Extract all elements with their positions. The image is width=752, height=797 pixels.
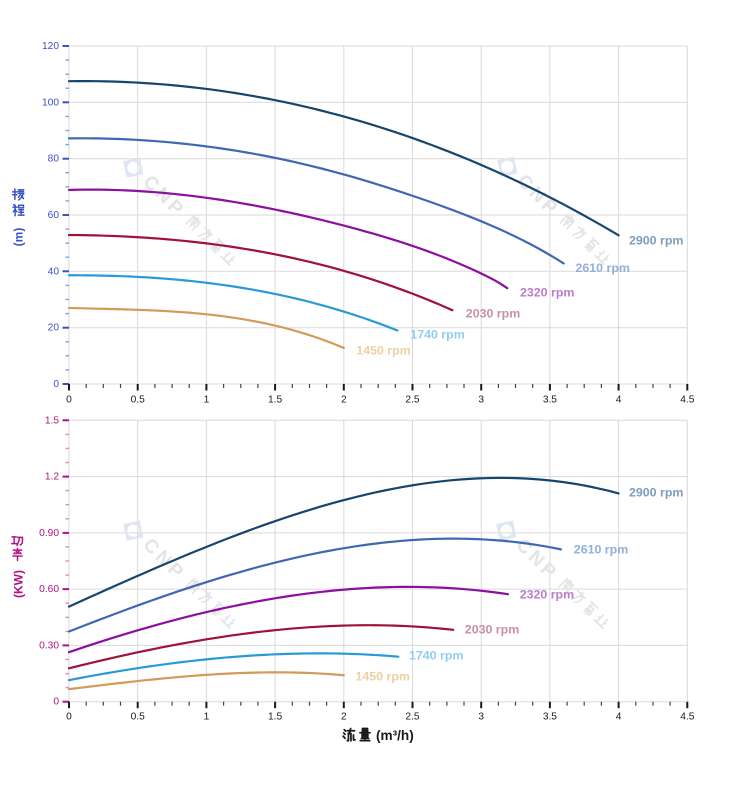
svg-text:1.5: 1.5: [45, 415, 59, 426]
svg-text:100: 100: [42, 97, 59, 108]
svg-text:120: 120: [42, 41, 59, 52]
svg-text:2.5: 2.5: [405, 712, 419, 723]
svg-text:1450 rpm: 1450 rpm: [356, 343, 410, 357]
svg-text:2: 2: [341, 395, 347, 406]
svg-text:0.30: 0.30: [39, 640, 59, 651]
svg-text:0.60: 0.60: [39, 584, 59, 595]
svg-text:2900 rpm: 2900 rpm: [629, 234, 683, 248]
svg-text:2900 rpm: 2900 rpm: [629, 485, 683, 499]
svg-text:4: 4: [616, 395, 622, 406]
svg-text:0: 0: [53, 379, 59, 390]
svg-text:1.2: 1.2: [45, 472, 59, 483]
svg-text:2320 rpm: 2320 rpm: [520, 285, 574, 299]
svg-text:2.5: 2.5: [405, 395, 419, 406]
svg-text:2: 2: [341, 712, 347, 723]
svg-text:(m³/h): (m³/h): [376, 728, 414, 743]
svg-text:4.5: 4.5: [680, 395, 694, 406]
svg-text:0.90: 0.90: [39, 528, 59, 539]
svg-text:0: 0: [66, 712, 72, 723]
svg-text:3.5: 3.5: [543, 395, 557, 406]
svg-text:1450 rpm: 1450 rpm: [356, 670, 410, 684]
svg-text:80: 80: [48, 154, 60, 165]
svg-text:2030 rpm: 2030 rpm: [466, 307, 520, 321]
svg-text:1.5: 1.5: [268, 395, 282, 406]
svg-text:0.5: 0.5: [131, 395, 145, 406]
svg-text:1740 rpm: 1740 rpm: [410, 327, 464, 341]
svg-text:(KW): (KW): [12, 570, 26, 598]
svg-text:3: 3: [478, 395, 484, 406]
svg-text:3.5: 3.5: [543, 712, 557, 723]
svg-text:40: 40: [48, 266, 60, 277]
svg-text:60: 60: [48, 210, 60, 221]
svg-text:2320 rpm: 2320 rpm: [520, 587, 574, 601]
svg-text:0: 0: [53, 697, 59, 708]
svg-text:1: 1: [204, 395, 210, 406]
svg-text:2610 rpm: 2610 rpm: [576, 261, 630, 275]
svg-text:(m): (m): [12, 228, 26, 247]
svg-text:1.5: 1.5: [268, 712, 282, 723]
svg-text:0.5: 0.5: [131, 712, 145, 723]
svg-text:4: 4: [616, 712, 622, 723]
svg-text:1: 1: [204, 712, 210, 723]
svg-text:2610 rpm: 2610 rpm: [574, 543, 628, 557]
svg-text:0: 0: [66, 395, 72, 406]
svg-text:4.5: 4.5: [680, 712, 694, 723]
svg-text:20: 20: [48, 323, 60, 334]
svg-text:2030 rpm: 2030 rpm: [465, 623, 519, 637]
svg-text:3: 3: [478, 712, 484, 723]
svg-text:1740 rpm: 1740 rpm: [409, 649, 463, 663]
